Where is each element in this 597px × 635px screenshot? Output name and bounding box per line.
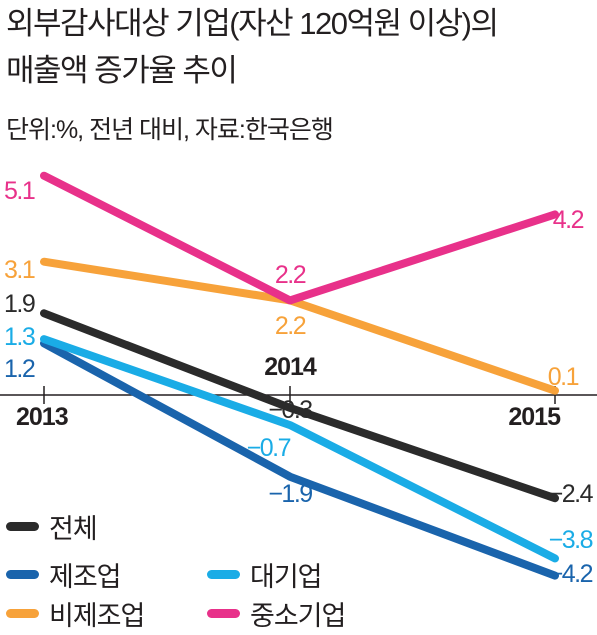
data-label-total-2014: −0.3 [268,396,312,424]
data-label-large-2014: −0.7 [247,434,291,462]
legend-swatch-large [207,569,240,579]
legend-item-non-manufacturing: 비제조업 [6,596,145,631]
legend-swatch-total [6,521,39,531]
data-label-manufacturing-2013: 1.2 [4,355,35,383]
series-line-total [40,309,559,503]
data-label-sme-2014: 2.2 [275,261,306,289]
data-label-manufacturing-2014: −1.9 [268,480,312,508]
chart-subtitle: 단위:%, 전년 대비, 자료:한국은행 [6,116,334,144]
legend-label-total: 전체 [49,513,98,544]
series-line-large [40,335,559,563]
chart-title-line-1: 외부감사대상 기업(자산 120억원 이상)의 [6,6,499,41]
legend-item-large: 대기업 [207,557,323,592]
data-label-manufacturing-2015: −4.2 [549,560,593,588]
legend-item-manufacturing: 제조업 [6,557,122,592]
legend-label-sme: 중소기업 [250,600,346,631]
x-tick-label-2014: 2014 [264,353,317,381]
data-label-large-2013: 1.3 [4,323,35,351]
legend-label-non-manufacturing: 비제조업 [49,600,145,631]
legend-swatch-non-manufacturing [6,608,39,618]
data-label-total-2015: −2.4 [549,480,594,508]
x-tick-label-2013: 2013 [16,403,68,431]
data-label-non_manufacturing-2015: 0.1 [548,363,579,391]
legend-item-total: 전체 [6,509,98,544]
legend-item-sme: 중소기업 [207,596,346,631]
data-label-total-2013: 1.9 [4,290,35,318]
series-line-manufacturing [40,339,559,580]
data-label-sme-2015: 4.2 [553,206,584,234]
data-label-non_manufacturing-2014: 2.2 [275,312,306,340]
legend-label-manufacturing: 제조업 [49,561,122,592]
data-label-large-2015: −3.8 [549,526,593,554]
legend-label-large: 대기업 [250,561,323,592]
chart-title-line-2: 매출액 증가율 추이 [6,53,238,88]
legend-swatch-sme [207,608,240,618]
series-line-sme [40,171,559,305]
data-label-sme-2013: 5.1 [4,177,35,205]
legend-swatch-manufacturing [6,569,39,579]
data-label-non_manufacturing-2013: 3.1 [4,256,35,284]
x-tick-label-2015: 2015 [508,403,561,431]
